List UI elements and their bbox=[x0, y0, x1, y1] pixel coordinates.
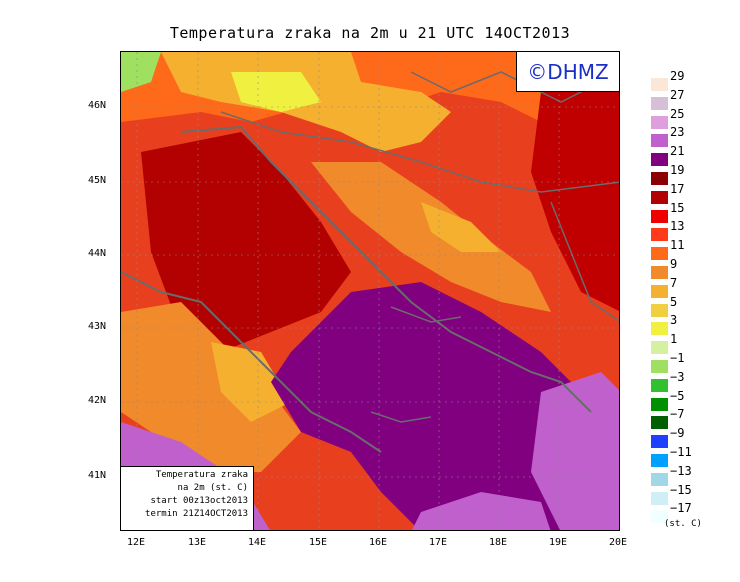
graticule bbox=[121, 52, 619, 530]
legend-label: −9 bbox=[670, 426, 685, 441]
lon-label-20e: 20E bbox=[608, 537, 628, 548]
legend-label: −1 bbox=[670, 351, 685, 365]
legend-swatch bbox=[651, 416, 668, 430]
map-title: Temperatura zraka na 2m u 21 UTC 14OCT20… bbox=[169, 24, 571, 42]
legend-label: 17 bbox=[670, 181, 685, 196]
italian-coastline bbox=[121, 271, 382, 453]
legend-label: 23 bbox=[670, 125, 685, 140]
lon-label-19e: 19E bbox=[548, 537, 568, 548]
legend-label: −13 bbox=[670, 463, 692, 478]
inner-highland bbox=[421, 202, 501, 252]
island-outline bbox=[390, 306, 462, 323]
croatia-inland-border bbox=[220, 111, 619, 193]
info-line-3: start 00z13oct2013 bbox=[150, 496, 248, 506]
legend-label: 5 bbox=[670, 294, 678, 309]
italy-coast-zone bbox=[121, 302, 301, 472]
legend-label: 25 bbox=[670, 106, 685, 121]
legend-swatch bbox=[651, 78, 668, 91]
legend-label: −11 bbox=[670, 445, 692, 459]
info-line-4: termin 21Z14OCT2013 bbox=[145, 509, 248, 519]
legend-swatch bbox=[651, 510, 668, 524]
legend-label: 1 bbox=[670, 332, 678, 347]
legend-swatch bbox=[651, 134, 668, 148]
legend-label: 29 bbox=[670, 69, 685, 83]
legend-swatch bbox=[651, 454, 668, 467]
ionian-zone bbox=[531, 372, 619, 530]
legend-swatch bbox=[651, 435, 668, 449]
legend-swatch bbox=[651, 172, 668, 185]
lat-label-45n: 45N bbox=[88, 175, 107, 186]
temperature-map[interactable] bbox=[120, 51, 620, 531]
legend-label: 21 bbox=[670, 144, 685, 159]
lon-label-14e: 14E bbox=[247, 537, 267, 548]
legend-swatch bbox=[651, 378, 668, 392]
gargano-outline bbox=[370, 411, 432, 423]
legend-swatch bbox=[651, 266, 668, 279]
lon-label-15e: 15E bbox=[308, 537, 328, 548]
legend-label: −17 bbox=[670, 501, 692, 516]
legend-swatch bbox=[651, 209, 668, 223]
legend-label: 27 bbox=[670, 87, 685, 102]
lat-label-46n: 46N bbox=[88, 100, 107, 111]
legend-label: 11 bbox=[670, 238, 685, 253]
highland-yellow-zone bbox=[231, 72, 321, 112]
south-sea-zone bbox=[412, 492, 551, 530]
lat-label-44n: 44N bbox=[88, 248, 107, 259]
legend-swatch bbox=[651, 153, 668, 167]
adriatic-east-coastline bbox=[180, 125, 592, 413]
legend-label: 3 bbox=[670, 313, 678, 328]
legend-swatch bbox=[651, 472, 668, 486]
legend-label: −3 bbox=[670, 369, 685, 384]
east-warm-zone bbox=[531, 82, 619, 311]
legend-swatch bbox=[651, 491, 668, 505]
legend-swatch bbox=[651, 397, 668, 411]
legend-swatch bbox=[651, 247, 668, 261]
info-line-2: na 2m (st. C) bbox=[177, 483, 248, 493]
map-svg bbox=[121, 52, 619, 530]
legend-swatch bbox=[651, 341, 668, 355]
info-box: Temperatura zraka na 2m (st. C) start 00… bbox=[120, 466, 254, 531]
legend-swatch bbox=[651, 96, 668, 110]
lat-label-41n: 41N bbox=[88, 470, 107, 481]
legend-label: 9 bbox=[670, 257, 678, 271]
dinaric-band bbox=[311, 162, 551, 312]
legend-unit: (st. C) bbox=[664, 519, 702, 529]
legend-swatch bbox=[651, 115, 668, 129]
legend-label: −7 bbox=[670, 407, 685, 422]
legend-label: 7 bbox=[670, 275, 678, 290]
lat-label-42n: 42N bbox=[88, 395, 107, 406]
dhmz-logo: ©DHMZ bbox=[516, 51, 620, 92]
lon-label-18e: 18E bbox=[488, 537, 508, 548]
legend-swatch bbox=[651, 190, 668, 204]
lon-label-13e: 13E bbox=[187, 537, 207, 548]
info-line-1: Temperatura zraka bbox=[155, 470, 248, 480]
legend-label: 15 bbox=[670, 200, 685, 215]
legend-swatch bbox=[651, 284, 668, 298]
lon-label-12e: 12E bbox=[126, 537, 146, 548]
lon-label-17e: 17E bbox=[428, 537, 448, 548]
lon-label-16e: 16E bbox=[368, 537, 388, 548]
legend-label: −5 bbox=[670, 388, 685, 403]
legend-swatch bbox=[651, 322, 668, 336]
serbia-border bbox=[550, 201, 619, 322]
hungary-border bbox=[410, 71, 602, 103]
north-adriatic-zone bbox=[141, 132, 351, 352]
legend-swatch bbox=[651, 303, 668, 317]
legend-label: −15 bbox=[670, 482, 692, 497]
legend-label: 13 bbox=[670, 219, 685, 234]
lat-label-43n: 43N bbox=[88, 321, 107, 332]
cold-corner-zone bbox=[121, 52, 161, 92]
legend-swatch bbox=[651, 360, 668, 373]
legend-label: 19 bbox=[670, 163, 685, 177]
legend-swatch bbox=[651, 228, 668, 242]
